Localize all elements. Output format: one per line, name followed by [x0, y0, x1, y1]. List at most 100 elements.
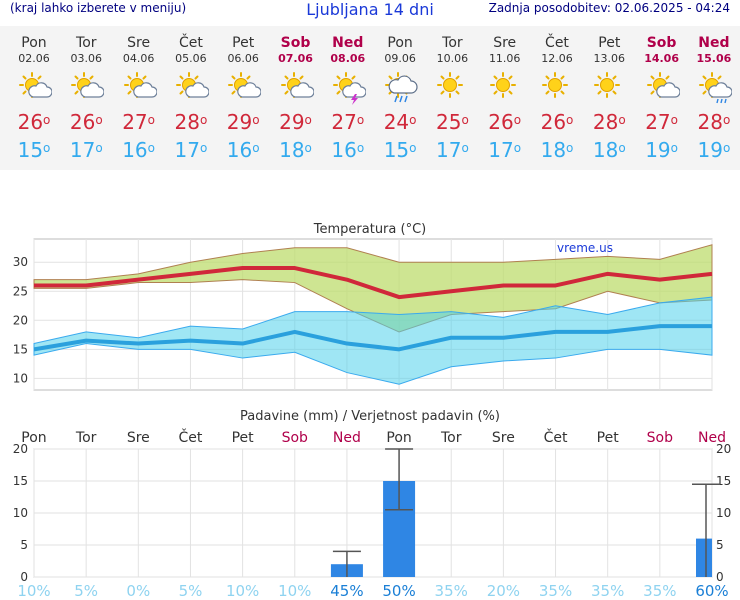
min-temp: 19o — [697, 138, 731, 162]
y-tick-label: 30 — [13, 255, 28, 269]
daily-forecast-strip: Pon 02.06 26o 15o Tor 03.06 26o 17o Sre 04.06 27o 1… — [0, 26, 740, 170]
max-temp-value: 24 — [383, 110, 410, 134]
max-temp: 27o — [122, 110, 155, 134]
day-date: 05.06 — [175, 52, 207, 65]
min-temp: 18o — [540, 138, 574, 162]
day-date: 12.06 — [541, 52, 573, 65]
max-temp-value: 25 — [435, 110, 462, 134]
day-date: 13.06 — [593, 52, 626, 65]
watermark: vreme.us — [557, 241, 613, 255]
y-tick-label-right: 0 — [716, 570, 724, 584]
day-name: Tor — [442, 35, 463, 51]
min-temp-value: 18 — [279, 138, 305, 162]
max-temp-value: 29 — [226, 110, 253, 134]
day-column: Ned 08.06 27o 16o — [322, 26, 374, 164]
day-date: 06.06 — [227, 52, 259, 65]
max-temp: 28o — [592, 110, 626, 134]
day-date: 07.06 — [278, 52, 313, 65]
min-temp-value: 17 — [69, 138, 96, 162]
max-temp-value: 28 — [174, 110, 200, 134]
day-name: Ned — [698, 35, 730, 51]
min-temp-value: 16 — [122, 138, 148, 162]
precip-day-label: Sob — [647, 430, 673, 446]
region-hint[interactable]: (kraj lahko izberete v meniju) — [10, 1, 187, 15]
day-date: 10.06 — [436, 52, 469, 65]
day-column: Pon 09.06 24o 15o — [374, 26, 426, 164]
sun-icon — [426, 70, 478, 106]
day-date: 02.06 — [18, 52, 50, 65]
min-temp: 17o — [174, 138, 208, 162]
y-tick-label-left: 5 — [20, 538, 28, 552]
precip-probability: 10% — [17, 582, 50, 600]
max-temp-value: 28 — [592, 110, 619, 134]
precip-probability: 35% — [435, 582, 468, 600]
precip-probability: 10% — [278, 582, 311, 600]
sun-cloud-icon — [60, 70, 112, 106]
precip-probability: 60% — [695, 582, 728, 600]
precip-day-label: Pet — [232, 430, 255, 446]
precip-probability: 10% — [226, 582, 259, 600]
sun-cloud-icon — [636, 70, 688, 106]
min-temp: 16o — [122, 138, 155, 162]
y-tick-label-left: 20 — [13, 442, 28, 456]
precip-day-label: Sre — [492, 430, 515, 446]
min-temp: 16o — [226, 138, 260, 162]
y-tick-label-right: 20 — [716, 442, 731, 456]
min-temp-value: 15 — [383, 138, 410, 162]
day-date: 03.06 — [70, 52, 103, 65]
min-temp: 19o — [645, 138, 678, 162]
precip-probability: 5% — [74, 582, 98, 600]
day-name: Pon — [387, 35, 413, 51]
day-date: 11.06 — [488, 52, 521, 65]
y-tick-label-right: 5 — [716, 538, 724, 552]
max-temp: 29o — [279, 110, 312, 134]
min-temp: 18o — [279, 138, 312, 162]
day-name: Ned — [332, 35, 364, 51]
precip-day-label: Sre — [127, 430, 150, 446]
sun-cloud-icon — [217, 70, 269, 106]
day-column: Sre 04.06 27o 16o — [113, 26, 165, 164]
max-temp-value: 28 — [697, 110, 723, 134]
max-temp-value: 26 — [488, 110, 514, 134]
min-temp-value: 16 — [331, 138, 357, 162]
max-temp: 27o — [331, 110, 365, 134]
day-column: Sob 07.06 29o 18o — [270, 26, 322, 164]
precip-probability: 35% — [643, 582, 676, 600]
day-column: Čet 12.06 26o 18o — [531, 26, 583, 164]
precip-probability: 0% — [126, 582, 150, 600]
max-temp-value: 29 — [279, 110, 305, 134]
precip-probability: 50% — [382, 582, 415, 600]
day-date: 04.06 — [122, 52, 155, 65]
min-temp-value: 17 — [488, 138, 514, 162]
sun-icon — [531, 70, 583, 106]
day-column: Pet 06.06 29o 16o — [217, 26, 269, 164]
max-temp: 28o — [697, 110, 731, 134]
day-column: Pon 02.06 26o 15o — [8, 26, 60, 164]
day-date: 14.06 — [644, 52, 679, 65]
max-temp-value: 27 — [645, 110, 671, 134]
day-column: Čet 05.06 28o 17o — [165, 26, 217, 164]
min-temp-value: 17 — [174, 138, 200, 162]
min-temp-value: 19 — [697, 138, 723, 162]
precip-day-label: Ned — [333, 430, 361, 446]
precip-probability: 35% — [539, 582, 572, 600]
sun-rain-icon — [688, 70, 740, 106]
day-name: Pet — [232, 35, 255, 51]
sun-icon — [479, 70, 531, 106]
precip-probability: 5% — [179, 582, 203, 600]
sun-icon — [583, 70, 635, 106]
min-temp-value: 17 — [435, 138, 462, 162]
precip-bar — [696, 538, 712, 577]
y-tick-label: 20 — [13, 313, 28, 327]
sun-cloud-icon — [113, 70, 165, 106]
precip-day-label: Tor — [75, 430, 97, 446]
precip-probability: 35% — [591, 582, 624, 600]
sun-cloud-icon — [270, 70, 322, 106]
precip-probability: 20% — [487, 582, 520, 600]
max-temp: 26o — [540, 110, 574, 134]
precip-probability: 45% — [330, 582, 363, 600]
day-name: Sob — [646, 35, 677, 51]
max-temp: 27o — [645, 110, 678, 134]
min-temp: 17o — [488, 138, 522, 162]
day-name: Sob — [280, 35, 311, 51]
